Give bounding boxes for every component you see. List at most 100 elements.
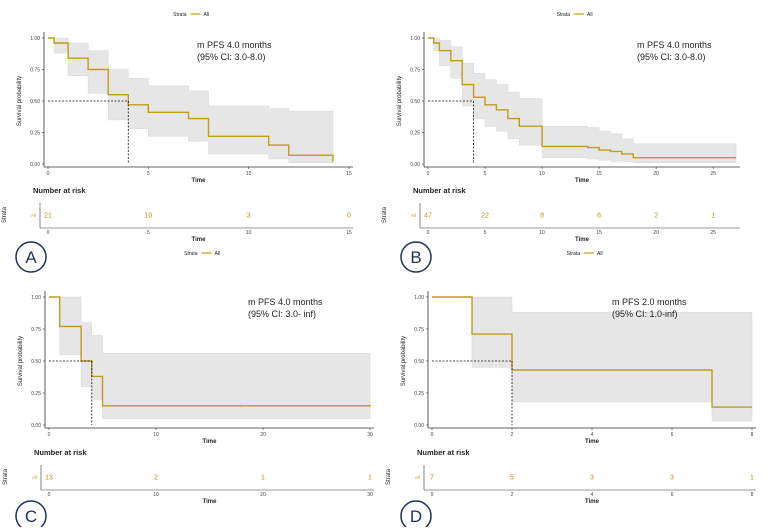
legend-title: Strata — [557, 12, 571, 18]
y-axis-title: Survival probability — [397, 76, 403, 126]
risk-strata-label: Strata — [3, 468, 9, 485]
median-ci-label: (95% CI: 3.0-8.0) — [197, 52, 266, 62]
y-tick-label: 1.00 — [31, 295, 41, 301]
risk-row-label: All — [32, 475, 37, 480]
risk-x-axis-title: Time — [575, 237, 590, 243]
panel-badge-letter: A — [25, 248, 37, 267]
risk-table-title: Number at risk — [34, 448, 87, 457]
x-tick-label: 30 — [367, 432, 373, 438]
y-tick-label: 0.50 — [30, 99, 40, 105]
confidence-band — [432, 296, 753, 422]
y-tick-label: 0.50 — [410, 99, 420, 105]
risk-table-title: Number at risk — [413, 186, 466, 195]
risk-x-axis-title: Time — [192, 237, 207, 243]
risk-count: 2 — [654, 213, 658, 220]
confidence-band — [428, 37, 737, 163]
risk-count: 1 — [711, 213, 715, 220]
risk-tick-label: 8 — [751, 492, 754, 498]
y-tick-label: 0.00 — [31, 423, 41, 429]
risk-tick-label: 5 — [484, 230, 487, 236]
y-tick-label: 1.00 — [414, 295, 424, 301]
panel-a: Strata All 0.00 0.25 0.50 0.75 1.00 0 5 10 15 Time S… — [2, 12, 353, 273]
x-tick-label: 2 — [511, 432, 514, 438]
x-tick-label: 0 — [431, 432, 434, 438]
median-pfs-label: m PFS 4.0 months — [637, 40, 712, 50]
risk-tick-label: 4 — [591, 492, 594, 498]
risk-strata-label: Strata — [386, 468, 392, 485]
risk-tick-label: 6 — [671, 492, 674, 498]
risk-count: 0 — [347, 213, 351, 220]
y-axis-title: Survival probability — [17, 76, 23, 126]
y-tick-label: 0.00 — [410, 162, 420, 168]
x-tick-label: 15 — [346, 171, 352, 177]
risk-count: 3 — [590, 475, 594, 482]
x-tick-label: 20 — [653, 171, 659, 177]
survival-curve — [428, 37, 736, 159]
x-tick-label: 15 — [596, 171, 602, 177]
x-tick-label: 20 — [260, 432, 266, 438]
y-tick-label: 0.25 — [414, 391, 424, 397]
risk-tick-label: 0 — [427, 230, 430, 236]
risk-tick-label: 15 — [596, 230, 602, 236]
legend-label: All — [597, 251, 603, 257]
survival-curve — [49, 296, 370, 407]
y-tick-label: 0.25 — [410, 130, 420, 136]
risk-tick-label: 0 — [47, 230, 50, 236]
y-tick-label: 0.00 — [30, 162, 40, 168]
risk-tick-label: 10 — [153, 492, 159, 498]
risk-tick-label: 0 — [431, 492, 434, 498]
median-pfs-label: m PFS 2.0 months — [612, 297, 687, 307]
risk-tick-label: 25 — [710, 230, 716, 236]
survival-curve — [432, 296, 752, 408]
x-axis-title: Time — [575, 178, 590, 184]
median-pfs-label: m PFS 4.0 months — [248, 297, 323, 307]
risk-table-title: Number at risk — [417, 448, 470, 457]
x-tick-label: 8 — [751, 432, 754, 438]
risk-count: 3 — [247, 213, 251, 220]
risk-strata-label: Strata — [382, 206, 388, 223]
risk-count: 10 — [144, 213, 152, 220]
risk-x-axis-title: Time — [203, 499, 218, 505]
risk-row-label: All — [31, 213, 36, 218]
x-axis-title: Time — [203, 439, 218, 445]
median-pfs-label: m PFS 4.0 months — [197, 40, 272, 50]
x-axis-title: Time — [192, 178, 207, 184]
x-tick-label: 6 — [671, 432, 674, 438]
panel-badge-letter: B — [410, 248, 421, 267]
risk-count: 2 — [154, 475, 158, 482]
legend-title: Strata — [567, 251, 581, 257]
x-tick-label: 0 — [427, 171, 430, 177]
risk-tick-label: 20 — [260, 492, 266, 498]
y-tick-label: 1.00 — [30, 36, 40, 42]
x-tick-label: 4 — [591, 432, 594, 438]
y-tick-label: 0.25 — [30, 130, 40, 136]
confidence-band — [48, 37, 334, 164]
risk-strata-label: Strata — [2, 206, 8, 223]
legend-title: Strata — [184, 251, 198, 257]
censor-mark: + — [240, 404, 244, 410]
legend-title: Strata — [173, 12, 187, 18]
x-tick-label: 10 — [153, 432, 159, 438]
x-tick-label: 25 — [710, 171, 716, 177]
x-tick-label: 5 — [147, 171, 150, 177]
risk-tick-label: 5 — [147, 230, 150, 236]
y-tick-label: 0.50 — [31, 359, 41, 365]
y-tick-label: 1.00 — [410, 36, 420, 42]
risk-count: 1 — [750, 475, 754, 482]
risk-count: 3 — [670, 475, 674, 482]
median-ci-label: (95% CI: 3.0-8.0) — [637, 52, 706, 62]
x-tick-label: 10 — [539, 171, 545, 177]
median-ci-label: (95% CI: 3.0- inf) — [248, 309, 316, 319]
x-tick-label: 5 — [484, 171, 487, 177]
risk-row-label: All — [415, 475, 420, 480]
risk-count: 8 — [540, 213, 544, 220]
risk-count: 6 — [597, 213, 601, 220]
risk-count: 1 — [261, 475, 265, 482]
panel-d: Strata All 0.00 0.25 0.50 0.75 1.00 0 2 4 6 8 Time Su… — [386, 251, 756, 532]
risk-tick-label: 15 — [346, 230, 352, 236]
risk-x-axis-title: Time — [585, 499, 600, 505]
x-tick-label: 10 — [246, 171, 252, 177]
panel-badge-circle — [400, 241, 432, 273]
